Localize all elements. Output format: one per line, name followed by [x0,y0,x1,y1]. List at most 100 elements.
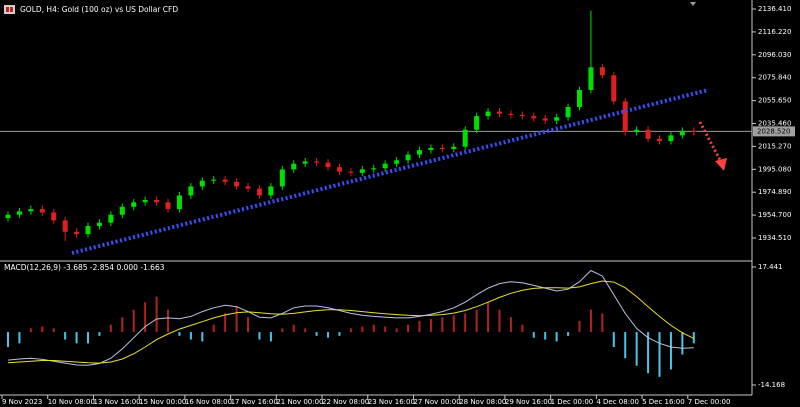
histogram-bar [578,320,581,333]
histogram-bar [544,332,547,340]
histogram-bar [144,302,147,333]
histogram-bar [498,309,501,333]
candle-body [234,181,240,187]
histogram-bar [601,313,604,333]
x-tick-label: 27 Nov 00:00 [413,398,460,406]
candle-body [485,111,491,117]
chart-title: GOLD, H4: Gold (100 oz) vs US Dollar CFD [20,5,178,14]
histogram-bar [87,332,90,344]
candle-body [416,150,422,155]
candle-body [565,107,571,118]
candle-body [348,171,354,173]
y-tick-label: 2035.460 [758,120,791,128]
histogram-bar [52,328,55,333]
histogram-bar [669,332,672,370]
histogram-bar [441,317,444,333]
candle-body [222,179,228,182]
x-tick-label: 15 Nov 00:00 [139,398,186,406]
histogram-bar [612,332,615,348]
candle-body [679,130,685,136]
symbol-icon-part [10,7,13,12]
x-tick-label: 28 Nov 08:00 [459,398,506,406]
candle-body [119,206,125,215]
candle-body [314,161,320,163]
histogram-bar [18,332,21,344]
histogram-bar [475,309,478,333]
candle-body [85,226,91,235]
histogram-bar [384,326,387,333]
candle-body [394,160,400,164]
candle-body [371,168,377,170]
y-tick-label: -14.168 [758,381,785,389]
candle-body [199,180,205,187]
histogram-bar [292,324,295,333]
candle-body [62,220,68,232]
last-price-box [753,126,795,137]
histogram-bar [132,309,135,333]
candle-body [645,129,651,139]
histogram-bar [178,332,181,336]
last-price-label: 2028.520 [757,127,790,135]
y-tick-label: 2015.270 [758,142,791,150]
forecast-arrow-head [715,158,727,171]
histogram-bar [464,313,467,333]
y-tick-label: 1954.700 [758,211,791,219]
histogram-bar [281,328,284,333]
histogram-bar [647,332,650,374]
y-tick-label: 2055.650 [758,97,791,105]
y-tick-label: 2116.220 [758,28,791,36]
histogram-bar [418,320,421,333]
candle-body [211,179,217,181]
y-tick-label: 2096.030 [758,51,791,59]
histogram-bar [635,332,638,366]
candle-body [462,129,468,147]
candle-body [188,186,194,196]
y-tick-label: 1974.890 [758,188,791,196]
chart-shift-marker[interactable] [690,2,696,6]
candle-body [325,162,331,168]
symbol-icon-part [6,7,9,12]
histogram-bar [224,313,227,333]
candle-body [657,138,663,142]
candle-body [405,154,411,161]
histogram-bar [487,302,490,333]
symbol-icon[interactable] [4,5,15,14]
x-tick-label: 7 Dec 00:00 [688,398,731,406]
histogram-bar [429,319,432,333]
indicator-line [7,280,695,364]
histogram-bar [41,326,44,333]
candle-body [28,209,34,212]
candle-body [428,147,434,151]
histogram-bar [109,324,112,333]
histogram-bar [555,332,558,342]
candle-body [131,202,137,207]
histogram-bar [304,328,307,333]
trendline[interactable] [71,88,709,255]
candle-body [256,188,262,196]
candle-body [165,202,171,210]
histogram-bar [258,332,261,340]
candle-body [496,111,502,114]
histogram-bar [269,332,272,342]
histogram-bar [64,332,67,340]
indicator-title: MACD(12,26,9) -3.685 -2.854 0.000 -1.663 [4,263,165,272]
candle-body [531,116,537,119]
candle-body [668,135,674,142]
x-tick-label: 16 Nov 08:00 [185,398,232,406]
y-tick-label: 1934.510 [758,234,791,242]
histogram-bar [98,332,101,336]
histogram-bar [235,305,238,333]
histogram-bar [395,328,398,333]
candle-body [176,195,182,210]
x-tick-label: 29 Nov 16:00 [505,398,552,406]
candle-body [96,222,102,227]
candle-body [359,169,365,173]
candle-body [336,167,342,172]
histogram-bar [452,315,455,333]
histogram-bar [589,309,592,333]
histogram-bar [692,332,695,344]
x-tick-label: 22 Nov 08:00 [322,398,369,406]
histogram-bar [212,324,215,333]
candle-body [39,209,45,213]
candle-body [622,101,628,132]
